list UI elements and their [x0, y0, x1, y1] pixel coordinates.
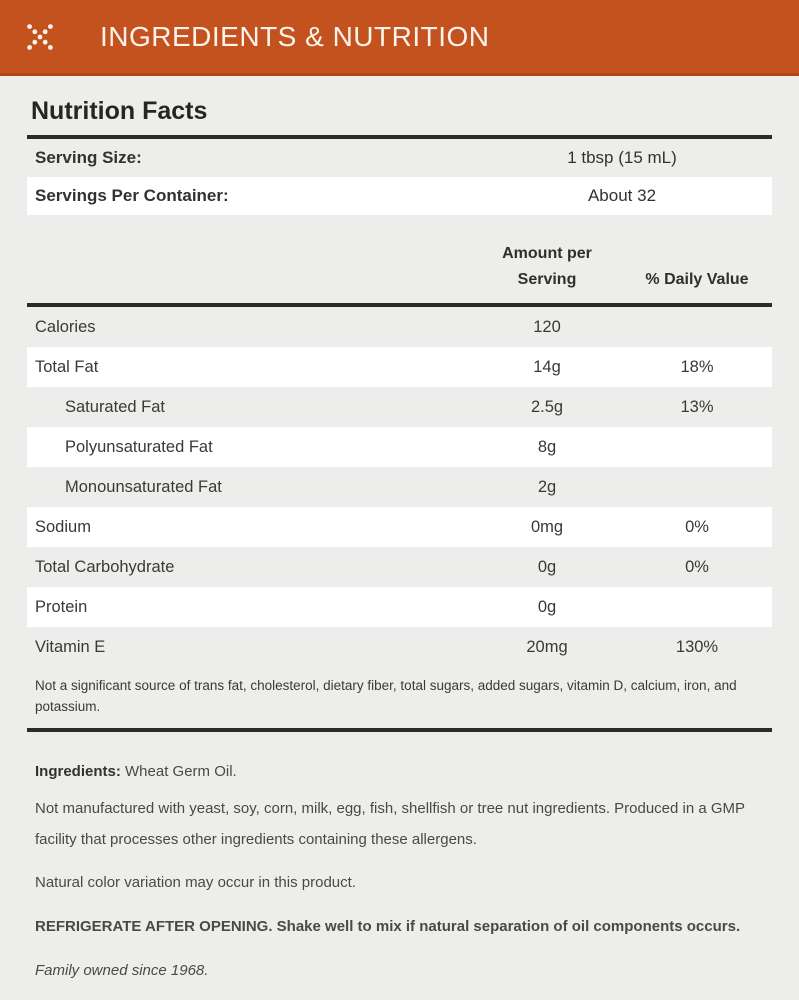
divider-header [27, 303, 772, 308]
divider-top [27, 135, 772, 139]
servings-per-container-row: Servings Per Container: About 32 [27, 177, 772, 215]
daily-value-header: % Daily Value [645, 270, 749, 288]
servings-per-container-value: About 32 [587, 186, 657, 205]
divider-bottom [27, 728, 772, 733]
serving-size-label: Serving Size: [35, 148, 142, 167]
ingredients-line: Ingredients: Wheat Germ Oil. [27, 763, 772, 780]
ingredients-label: Ingredients: [35, 763, 121, 781]
table-row-monounsaturated-fat: Monounsaturated Fat 2g [65, 477, 557, 496]
ingredients-nutrition-section-header[interactable]: INGREDIENTS & NUTRITION [0, 0, 799, 76]
serving-size-value: 1 tbsp (15 mL) [567, 148, 677, 167]
color-variation-note: Natural color variation may occur in thi… [35, 873, 356, 891]
table-row-polyunsaturated-fat: Polyunsaturated Fat 8g [27, 427, 772, 468]
table-column-headers: Amount per Serving % Daily Value [27, 241, 772, 303]
family-owned-tagline: Family owned since 1968. [35, 961, 209, 979]
table-row-saturated-fat: Saturated Fat 2.5g 13% [65, 397, 714, 416]
table-row-sodium: Sodium 0mg 0% [27, 507, 772, 548]
amount-per-serving-header: Amount per Serving [502, 245, 592, 288]
servings-per-container-label: Servings Per Container: [35, 186, 229, 205]
nutrition-facts-title: Nutrition Facts [31, 97, 208, 125]
table-row-protein: Protein 0g [27, 587, 772, 628]
storage-note: REFRIGERATE AFTER OPENING. Shake well to… [35, 917, 741, 935]
table-row-vitamin-e: Vitamin E 20mg 130% [35, 637, 719, 656]
table-row-calories: Calories 120 [35, 317, 561, 336]
details-section: Ingredients: Wheat Germ Oil. Not manufac… [27, 763, 772, 979]
nutrient-table: Calories 120 Total Fat 14g 18% Saturated… [27, 307, 772, 667]
nutrition-panel: Nutrition Facts Serving Size: 1 tbsp (15… [0, 97, 799, 979]
serving-size-row: Serving Size: 1 tbsp (15 mL) [27, 139, 772, 177]
nutrition-footnote: Not a significant source of trans fat, c… [35, 678, 737, 715]
ingredients-value: Wheat Germ Oil. [120, 763, 237, 781]
allergen-note: Not manufactured with yeast, soy, corn, … [35, 800, 745, 848]
section-title: INGREDIENTS & NUTRITION [100, 20, 490, 52]
table-row-total-carbohydrate: Total Carbohydrate 0g 0% [35, 557, 709, 576]
table-row-total-fat: Total Fat 14g 18% [27, 347, 772, 388]
dotted-x-icon [27, 23, 53, 50]
